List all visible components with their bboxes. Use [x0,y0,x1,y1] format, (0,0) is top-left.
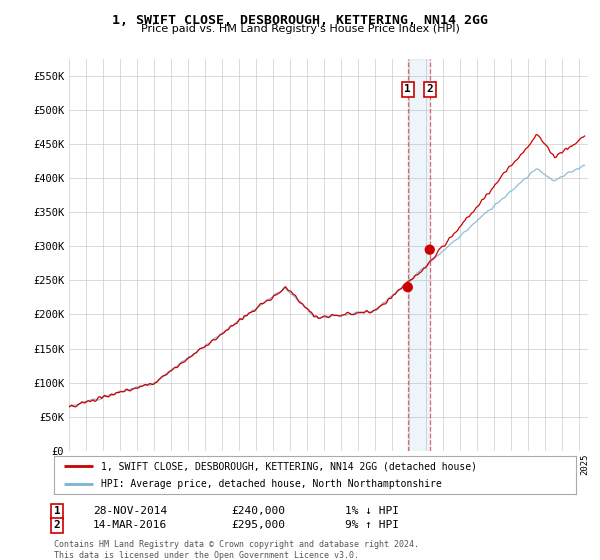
Text: 1% ↓ HPI: 1% ↓ HPI [345,506,399,516]
Text: Price paid vs. HM Land Registry's House Price Index (HPI): Price paid vs. HM Land Registry's House … [140,24,460,34]
Text: HPI: Average price, detached house, North Northamptonshire: HPI: Average price, detached house, Nort… [101,479,442,489]
Text: 2: 2 [427,85,433,95]
Text: 14-MAR-2016: 14-MAR-2016 [93,520,167,530]
Text: 1: 1 [404,85,411,95]
Text: 2: 2 [53,520,61,530]
Text: 9% ↑ HPI: 9% ↑ HPI [345,520,399,530]
Point [403,283,413,292]
Text: 1: 1 [53,506,61,516]
Text: 1, SWIFT CLOSE, DESBOROUGH, KETTERING, NN14 2GG: 1, SWIFT CLOSE, DESBOROUGH, KETTERING, N… [112,14,488,27]
Text: 1, SWIFT CLOSE, DESBOROUGH, KETTERING, NN14 2GG (detached house): 1, SWIFT CLOSE, DESBOROUGH, KETTERING, N… [101,461,477,471]
Bar [408,59,430,451]
Text: £295,000: £295,000 [231,520,285,530]
Point [425,245,434,254]
Text: 28-NOV-2014: 28-NOV-2014 [93,506,167,516]
Text: Contains HM Land Registry data © Crown copyright and database right 2024.
This d: Contains HM Land Registry data © Crown c… [54,540,419,560]
Text: £240,000: £240,000 [231,506,285,516]
